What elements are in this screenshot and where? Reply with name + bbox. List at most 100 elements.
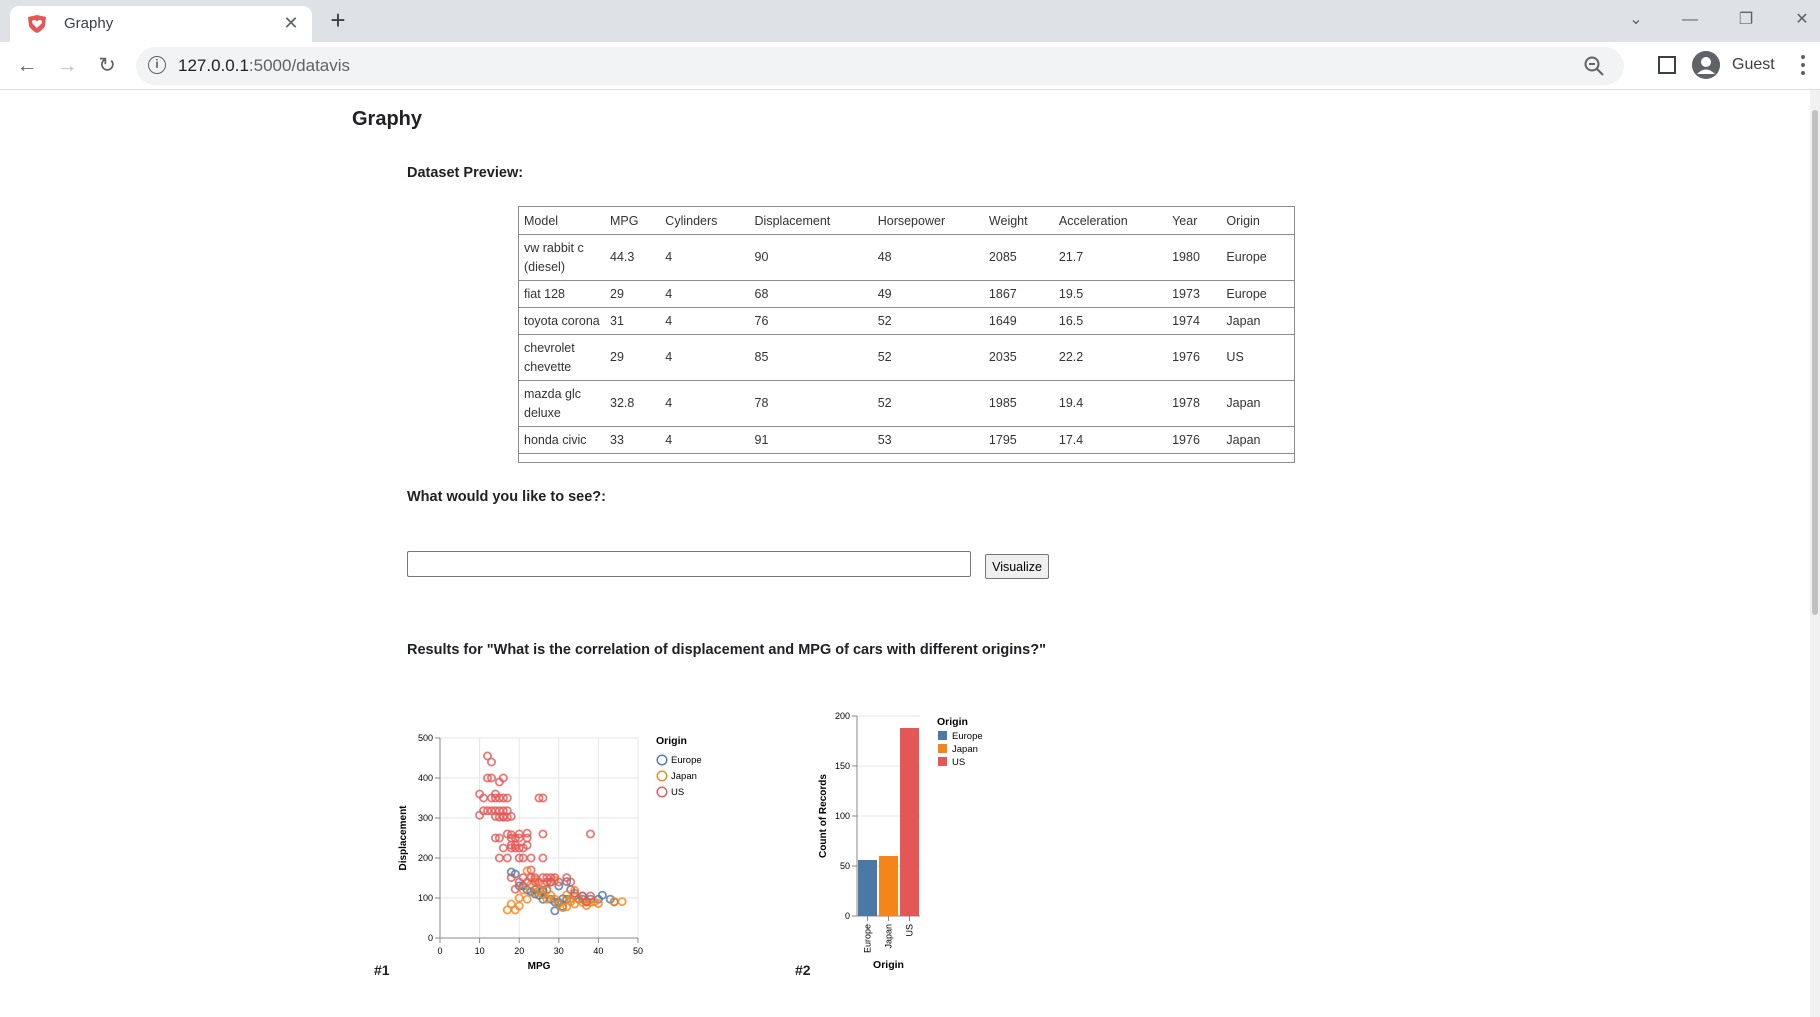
scatter-point	[538, 853, 548, 863]
y-tick-label: 0	[428, 933, 433, 943]
y-tick-label: 150	[835, 761, 850, 771]
kebab-menu-icon[interactable]	[1800, 54, 1806, 76]
reload-icon[interactable]: ↻	[98, 54, 116, 77]
scatter-point	[538, 793, 548, 803]
y-tick-label: 200	[418, 853, 433, 863]
chart-number: #2	[795, 962, 811, 978]
x-tick-label: 30	[554, 946, 564, 956]
scatter-point	[570, 888, 580, 898]
browser-toolbar: ← → ↻ i 127.0.0.1:5000/datavis	[0, 42, 1820, 90]
legend-label: Europe	[671, 755, 702, 766]
table-cell: 1649	[983, 307, 1054, 335]
table-cell: 2085	[983, 234, 1054, 281]
scatter-point	[538, 829, 548, 839]
scatter-point	[510, 884, 520, 894]
close-window-icon[interactable]: ✕	[1795, 11, 1809, 28]
table-cell: chevrolet chevette	[518, 334, 605, 381]
bar	[879, 856, 898, 916]
x-tick-label: US	[905, 924, 915, 937]
scatter-point	[593, 899, 603, 909]
x-tick-label: 10	[475, 946, 485, 956]
scatter-point	[558, 903, 568, 913]
address-bar[interactable]: i 127.0.0.1:5000/datavis	[136, 47, 1624, 85]
scatter-point	[526, 853, 536, 863]
table-cell: 90	[749, 234, 873, 281]
scatter-point	[494, 833, 504, 843]
scatter-point	[498, 843, 508, 853]
table-row: mazda glc deluxe 32.8 4 78 52 1985 19.4 …	[518, 380, 1295, 427]
page-title: Graphy	[352, 108, 423, 130]
table-cell: 78	[749, 380, 873, 427]
plot-area	[439, 737, 639, 939]
table-cell: Europe	[1221, 234, 1295, 281]
legend-symbol	[656, 786, 668, 798]
table-cell: 1973	[1167, 280, 1222, 308]
x-tick-label: 50	[633, 946, 643, 956]
browser-tab[interactable]: Graphy ✕	[10, 6, 312, 42]
scatter-point	[534, 793, 544, 803]
x-tick-label: 0	[437, 946, 442, 956]
forward-arrow-icon[interactable]: →	[56, 54, 78, 77]
query-label: What would you like to see?:	[407, 489, 606, 505]
site-info-icon[interactable]: i	[148, 56, 166, 74]
scatter-point	[490, 833, 500, 843]
table-cell: 1976	[1167, 334, 1222, 381]
shield-heart-icon	[28, 15, 46, 33]
legend-label: Japan	[671, 771, 697, 782]
scatter-point	[486, 806, 496, 816]
table-row-filler	[519, 454, 1295, 463]
new-tab-icon[interactable]: +	[330, 5, 346, 35]
side-panel-icon[interactable]	[1658, 56, 1676, 74]
dataset-preview-table: Model MPG Cylinders Displacement Horsepo…	[518, 206, 1295, 463]
scatter-point	[538, 885, 548, 895]
table-cell: 44.3	[605, 234, 661, 281]
x-tick-label: Japan	[884, 924, 894, 949]
avatar-icon	[1692, 51, 1720, 79]
scatter-point	[502, 829, 512, 839]
table-cell: 1867	[983, 280, 1054, 308]
scatter-point	[585, 829, 595, 839]
table-cell: 21.7	[1053, 234, 1168, 281]
table-cell: 85	[749, 334, 873, 381]
url-text[interactable]: 127.0.0.1:5000/datavis	[178, 56, 351, 75]
minimize-icon[interactable]: —	[1682, 11, 1698, 28]
profile-name: Guest	[1732, 56, 1775, 73]
tab-search-chevron-icon[interactable]: ⌄	[1629, 11, 1643, 28]
y-axis-title: Displacement	[398, 805, 409, 871]
legend-label: US	[952, 757, 965, 768]
table-cell: 4	[660, 307, 750, 335]
query-input[interactable]	[407, 551, 971, 577]
table-cell: 52	[872, 334, 984, 381]
scatter-point	[502, 905, 512, 915]
close-tab-icon[interactable]: ✕	[283, 13, 299, 33]
table-cell: 1795	[983, 426, 1054, 454]
y-tick-label: 100	[835, 811, 850, 821]
scatter-point	[522, 866, 532, 876]
scrollbar-thumb[interactable]	[1812, 110, 1818, 615]
column-header: Horsepower	[872, 206, 984, 235]
column-header: Model	[518, 206, 605, 235]
restore-icon[interactable]: ❐	[1738, 11, 1754, 28]
scatter-point	[498, 806, 508, 816]
back-arrow-icon[interactable]: ←	[16, 54, 38, 77]
column-header: Origin	[1221, 206, 1295, 235]
legend-symbol	[656, 770, 668, 782]
scatter-point	[506, 811, 516, 821]
zoom-icon[interactable]	[1582, 54, 1606, 78]
scatter-point	[514, 853, 524, 863]
scatter-chart: 0 10 20 30 40 500100200300400500MPGDisplaceme…	[398, 733, 702, 972]
visualize-button[interactable]: Visualize	[985, 554, 1049, 579]
x-tick-label: 20	[514, 946, 524, 956]
table-cell: 4	[660, 380, 750, 427]
table-cell: 4	[660, 334, 750, 381]
scatter-point	[522, 833, 532, 843]
scatter-point	[578, 891, 588, 901]
table-cell: 19.4	[1053, 380, 1168, 427]
legend-symbol	[656, 754, 668, 766]
scatter-point	[506, 873, 516, 883]
scatter-point	[486, 757, 496, 767]
table-cell: 17.4	[1053, 426, 1168, 454]
y-tick-label: 50	[840, 861, 850, 871]
table-cell: 4	[660, 280, 750, 308]
scatter-point	[514, 901, 524, 911]
